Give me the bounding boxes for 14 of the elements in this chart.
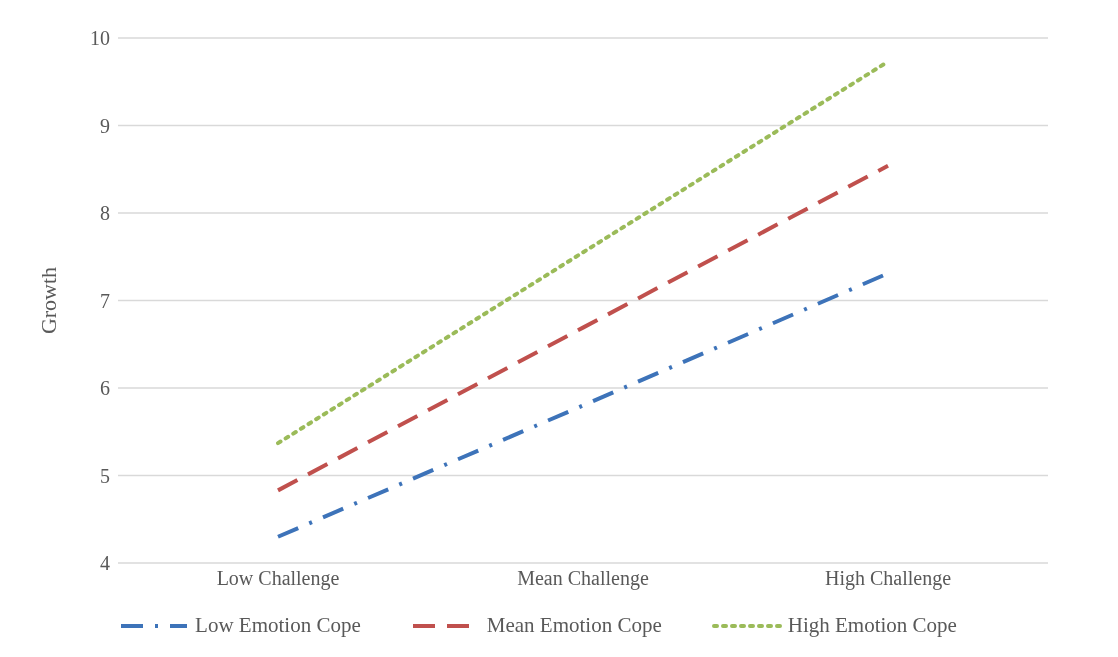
y-tick-label: 4 bbox=[100, 552, 110, 575]
x-tick-label: Low Challenge bbox=[216, 567, 340, 591]
x-tick-label: High Challenge bbox=[824, 567, 952, 591]
y-tick-label: 9 bbox=[100, 114, 110, 137]
y-tick-label: 6 bbox=[100, 377, 110, 400]
y-tick-label: 8 bbox=[100, 202, 110, 225]
legend-label: Mean Emotion Cope bbox=[485, 613, 662, 638]
x-tick-label: Mean Challenge bbox=[517, 567, 649, 591]
y-axis-title: Growth bbox=[35, 266, 61, 335]
legend-label: High Emotion Cope bbox=[786, 613, 957, 638]
y-tick-label: 10 bbox=[90, 27, 110, 50]
y-tick-label: 5 bbox=[100, 464, 110, 487]
y-tick-label: 7 bbox=[100, 289, 110, 312]
legend-label: Low Emotion Cope bbox=[194, 613, 361, 638]
